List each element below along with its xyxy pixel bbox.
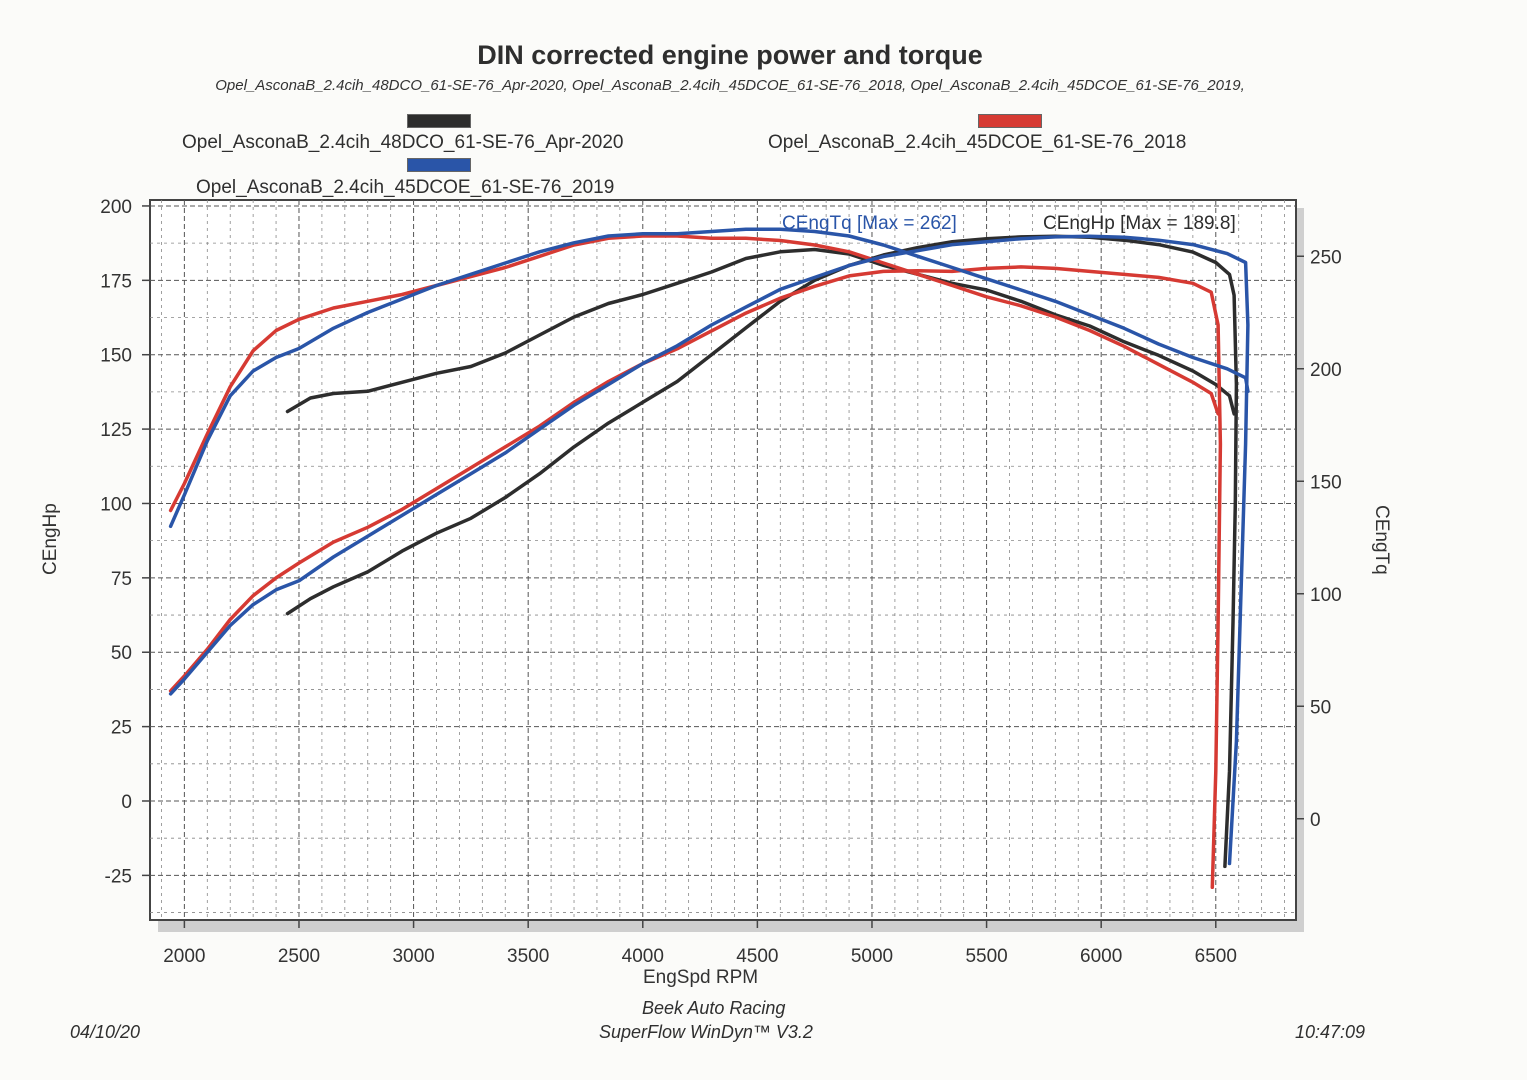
annotation-power-max: CEngHp [Max = 189.8] bbox=[1043, 213, 1236, 234]
footer-software: SuperFlow WinDyn™ V3.2 bbox=[599, 1022, 813, 1042]
series-layer bbox=[168, 227, 1250, 890]
x-tick-label: 4000 bbox=[622, 946, 664, 967]
x-tick-label: 2500 bbox=[278, 946, 320, 967]
y-axis-left-title: CEngHp bbox=[40, 503, 61, 575]
torque-line-0 bbox=[285, 247, 1236, 416]
legend-swatch-red bbox=[978, 114, 1042, 128]
legend-swatch-black bbox=[407, 114, 471, 128]
y-left-tick-label: 50 bbox=[111, 643, 132, 664]
y-right-tick-label: 50 bbox=[1310, 697, 1331, 718]
y-left-tick-label: 125 bbox=[100, 420, 132, 441]
legend-swatch-blue bbox=[407, 158, 471, 172]
annotation-torque-max: CEngTq [Max = 262] bbox=[782, 213, 957, 234]
x-tick-label: 4500 bbox=[736, 946, 778, 967]
y-right-tick-label: 100 bbox=[1310, 585, 1342, 606]
y-left-tick-label: 100 bbox=[100, 494, 132, 515]
power-line-1 bbox=[168, 265, 1223, 890]
y-right-tick-label: 250 bbox=[1310, 247, 1342, 268]
x-tick-label: 5000 bbox=[851, 946, 893, 967]
legend-label-black: Opel_AsconaB_2.4cih_48DCO_61-SE-76_Apr-2… bbox=[182, 132, 624, 153]
y-left-tick-label: 25 bbox=[111, 718, 132, 739]
y-right-tick-label: 150 bbox=[1310, 472, 1342, 493]
legend-label-blue: Opel_AsconaB_2.4cih_45DCOE_61-SE-76_2019 bbox=[196, 177, 615, 198]
y-right-tick-label: 200 bbox=[1310, 360, 1342, 381]
y-left-tick-label: 175 bbox=[100, 271, 132, 292]
annotation-layer: CEngTq [Max = 262] CEngHp [Max = 189.8] bbox=[782, 213, 1236, 234]
y-right-tick-label: 0 bbox=[1310, 810, 1321, 831]
y-axis-right-title: CEngTq bbox=[1371, 505, 1392, 575]
chart-title: DIN corrected engine power and torque bbox=[477, 40, 983, 70]
x-tick-label: 3500 bbox=[507, 946, 549, 967]
x-tick-label: 2000 bbox=[163, 946, 205, 967]
footer-company: Beek Auto Racing bbox=[642, 998, 786, 1018]
y-left-tick-label: -25 bbox=[105, 866, 132, 887]
grid bbox=[150, 200, 1296, 920]
power-line-2 bbox=[168, 234, 1250, 866]
x-axis-title: EngSpd RPM bbox=[643, 967, 759, 988]
footer-date: 04/10/20 bbox=[70, 1022, 141, 1042]
y-left-tick-label: 150 bbox=[100, 346, 132, 367]
y-left-tick-label: 200 bbox=[100, 197, 132, 218]
x-tick-label: 5500 bbox=[965, 946, 1007, 967]
footer-time: 10:47:09 bbox=[1295, 1022, 1366, 1042]
torque-line-1 bbox=[168, 234, 1220, 513]
torque-line-2 bbox=[168, 227, 1250, 529]
x-tick-label: 3000 bbox=[392, 946, 434, 967]
x-tick-label: 6500 bbox=[1195, 946, 1237, 967]
y-left-tick-label: 75 bbox=[111, 569, 132, 590]
tick-layer: 2000 2500 3000 3500 4000 4500 5000 5500 6000 6500… bbox=[100, 197, 1341, 967]
x-tick-label: 6000 bbox=[1080, 946, 1122, 967]
y-left-tick-label: 0 bbox=[121, 792, 132, 813]
legend-label-red: Opel_AsconaB_2.4cih_45DCOE_61-SE-76_2018 bbox=[768, 132, 1187, 153]
chart-subtitle: Opel_AsconaB_2.4cih_48DCO_61-SE-76_Apr-2… bbox=[215, 77, 1245, 94]
